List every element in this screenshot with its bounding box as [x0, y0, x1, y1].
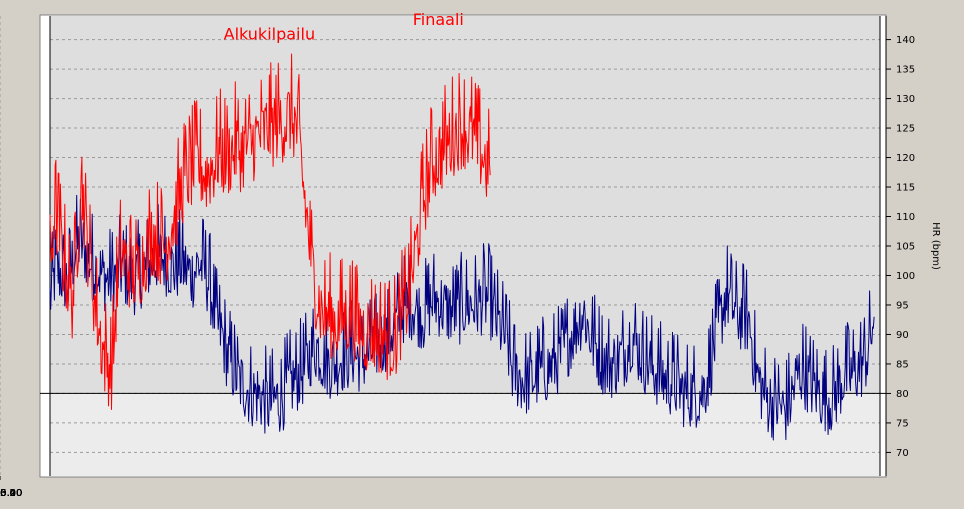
- x-tick-label: 06:40.00: [0, 488, 22, 499]
- y-tick-label: 75: [896, 418, 909, 429]
- x-tick-label: 00:00.00: [0, 488, 22, 499]
- x-tick-label: 07:13.20: [0, 488, 22, 499]
- y-tick-label: 120: [896, 153, 915, 164]
- y-tick-label: 85: [896, 359, 909, 370]
- x-tick-label: 00:33.20: [0, 488, 22, 499]
- x-tick-label: 05:00.00: [0, 488, 22, 499]
- x-tick-label: 07:46.40: [0, 488, 22, 499]
- x-tick-label: 01:40.00: [0, 488, 22, 499]
- y-tick-label: 130: [896, 94, 915, 105]
- y-tick-label: 80: [896, 389, 909, 400]
- x-tick-label: 03:53.20: [0, 488, 22, 499]
- y-tick-label: 105: [896, 242, 915, 253]
- x-tick-label: 05:33.20: [0, 488, 22, 499]
- y-tick-label: 115: [896, 183, 915, 194]
- y-tick-label: 100: [896, 271, 915, 282]
- y-tick-label: 125: [896, 124, 915, 135]
- annotation-label: Alkukilpailu: [224, 25, 315, 44]
- y-tick-label: 140: [896, 35, 915, 46]
- shade-below-threshold: [50, 393, 880, 476]
- y-tick-label: 95: [896, 300, 909, 311]
- x-tick-label: 06:06.40: [0, 488, 22, 499]
- y-axis-label: HR (bpm): [930, 222, 941, 270]
- hr-series-line-2: [49, 194, 875, 441]
- x-tick-label: 03:20.00: [0, 488, 22, 499]
- x-tick-label: 02:13.20: [0, 488, 22, 499]
- y-tick-label: 90: [896, 330, 909, 341]
- x-tick-label: 01:06.40: [0, 488, 22, 499]
- y-tick-label: 135: [896, 65, 915, 76]
- x-tick-label: 02:46.40: [0, 488, 22, 499]
- x-tick-label: 04:26.40: [0, 488, 22, 499]
- y-tick-label: 110: [896, 212, 915, 223]
- y-tick-label: 70: [896, 448, 909, 459]
- annotation-label: Finaali: [413, 10, 464, 29]
- hr-series-line-1: [49, 53, 491, 410]
